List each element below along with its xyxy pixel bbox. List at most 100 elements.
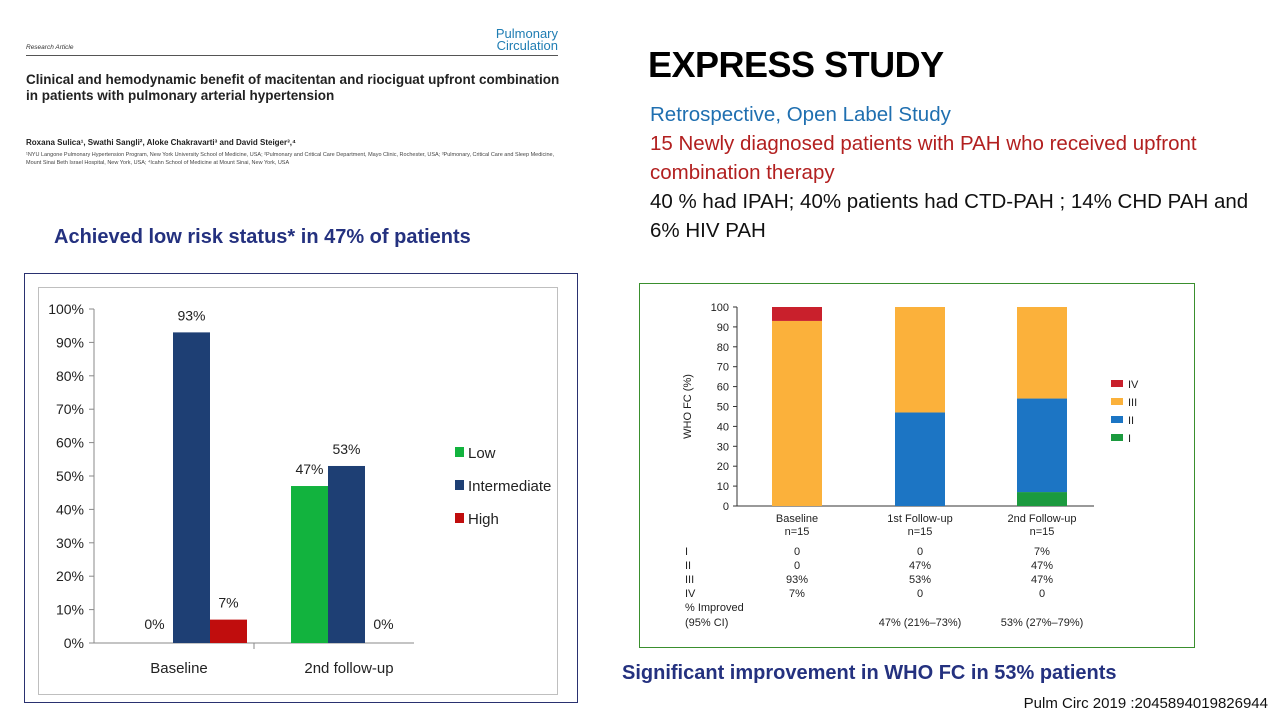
y-axis-title: WHO FC (%) xyxy=(682,374,694,439)
legend-swatch-fc-iii xyxy=(1111,398,1123,405)
header-divider xyxy=(26,55,558,56)
risk-chart-inner-frame xyxy=(38,287,558,695)
x-category-label: 1st Follow-up xyxy=(887,513,952,525)
legend-label-fc-iii: III xyxy=(1128,397,1137,409)
stack-seg-iv-0 xyxy=(772,307,822,321)
y-tick-label: 80% xyxy=(56,368,84,384)
y-tick-label: 20 xyxy=(717,461,729,473)
y-tick-label: 60 xyxy=(717,382,729,394)
table-row-label: % Improved xyxy=(685,602,744,614)
y-tick-label: 100% xyxy=(48,301,84,317)
journal-name-line1: Pulmonary xyxy=(495,26,558,41)
table-cell: 53% (27%–79%) xyxy=(1001,617,1084,629)
x-category-label: Baseline xyxy=(150,660,208,677)
study-info: Retrospective, Open Label Study 15 Newly… xyxy=(650,100,1250,245)
y-tick-label: 20% xyxy=(56,568,84,584)
risk-chart-frame xyxy=(24,273,578,703)
legend-swatch-low xyxy=(455,447,464,457)
stack-seg-ii-1 xyxy=(895,412,945,506)
left-chart-heading: Achieved low risk status* in 47% of pati… xyxy=(54,226,471,248)
table-cell: 47% xyxy=(1031,560,1053,572)
stack-seg-i-2 xyxy=(1017,492,1067,506)
x-category-label: Baseline xyxy=(776,513,818,525)
legend-swatch-fc-iv xyxy=(1111,380,1123,387)
legend-label-intermediate: Intermediate xyxy=(468,478,551,495)
data-label: 0% xyxy=(373,616,393,632)
y-tick-label: 100 xyxy=(711,302,729,314)
y-tick-label: 30% xyxy=(56,535,84,551)
x-category-label: 2nd Follow-up xyxy=(1007,513,1076,525)
data-label: 93% xyxy=(177,307,205,323)
table-cell: 0 xyxy=(794,560,800,572)
journal-name-line2: Circulation xyxy=(496,38,558,53)
stack-seg-iii-1 xyxy=(895,307,945,413)
stack-seg-iii-2 xyxy=(1017,307,1067,399)
stack-seg-iii-0 xyxy=(772,320,822,506)
table-row-label: I xyxy=(685,546,688,558)
y-tick-label: 70 xyxy=(717,362,729,374)
table-row-label: III xyxy=(685,574,694,586)
table-cell: 47% xyxy=(1031,574,1053,586)
data-label: 53% xyxy=(332,441,360,457)
y-tick-label: 50 xyxy=(717,402,729,414)
x-category-n: n=15 xyxy=(785,526,810,538)
legend-swatch-intermediate xyxy=(455,480,464,490)
stack-seg-ii-2 xyxy=(1017,398,1067,493)
y-tick-label: 0% xyxy=(64,635,84,651)
y-tick-label: 70% xyxy=(56,401,84,417)
y-tick-label: 80 xyxy=(717,342,729,354)
table-cell: 0 xyxy=(917,546,923,558)
x-category-n: n=15 xyxy=(908,526,933,538)
article-affiliations: ¹NYU Langone Pulmonary Hypertension Prog… xyxy=(26,152,555,166)
y-tick-label: 90 xyxy=(717,322,729,334)
article-title: Clinical and hemodynamic benefit of maci… xyxy=(26,72,560,103)
table-cell: 0 xyxy=(794,546,800,558)
legend-label-low: Low xyxy=(468,445,496,462)
y-tick-label: 30 xyxy=(717,441,729,453)
article-authors: Roxana Sulica¹, Swathi Sangli², Aloke Ch… xyxy=(26,138,296,147)
y-tick-label: 0 xyxy=(723,501,729,513)
legend-swatch-high xyxy=(455,513,464,523)
fc-chart-frame xyxy=(639,283,1195,648)
y-tick-label: 50% xyxy=(56,468,84,484)
study-title: EXPRESS STUDY xyxy=(648,44,944,85)
x-category-n: n=15 xyxy=(1030,526,1055,538)
y-tick-label: 40% xyxy=(56,501,84,517)
legend-label-high: High xyxy=(468,511,499,528)
legend-label-fc-ii: II xyxy=(1128,415,1134,427)
data-label: 0% xyxy=(144,616,164,632)
table-cell: 7% xyxy=(1034,546,1050,558)
study-design: Retrospective, Open Label Study xyxy=(650,103,951,126)
table-cell: 47% xyxy=(909,560,931,572)
bar-intermediate-followup xyxy=(328,465,365,643)
data-label: 47% xyxy=(295,461,323,477)
table-row-label: IV xyxy=(685,588,696,600)
y-tick-label: 40 xyxy=(717,421,729,433)
table-cell: 7% xyxy=(789,588,805,600)
y-tick-label: 10 xyxy=(717,481,729,493)
right-chart-heading: Significant improvement in WHO FC in 53%… xyxy=(622,662,1117,684)
citation: Pulm Circ 2019 :2045894019826944 xyxy=(1023,695,1268,712)
table-cell: 0 xyxy=(1039,588,1045,600)
table-row-label: II xyxy=(685,560,691,572)
y-tick-label: 10% xyxy=(56,602,84,618)
table-cell: 53% xyxy=(909,574,931,586)
table-row-label: (95% CI) xyxy=(685,617,728,629)
journal-name: Pulmonary Circulation xyxy=(495,26,558,53)
article-header: Pulmonary Circulation Research Article C… xyxy=(26,26,566,178)
bar-high-baseline xyxy=(210,619,247,643)
bar-intermediate-baseline xyxy=(173,332,210,643)
data-label: 7% xyxy=(218,595,238,611)
y-tick-label: 90% xyxy=(56,334,84,350)
research-type: Research Article xyxy=(26,44,74,51)
risk-status-chart: 0% 10% 20% 30% 40% 50% 60% 70% 80% 90% 100% 0% 93% 7%… xyxy=(48,301,551,677)
table-cell: 0 xyxy=(917,588,923,600)
y-tick-label: 60% xyxy=(56,435,84,451)
legend-swatch-fc-i xyxy=(1111,434,1123,441)
legend-swatch-fc-ii xyxy=(1111,416,1123,423)
table-cell: 93% xyxy=(786,574,808,586)
legend-label-fc-iv: IV xyxy=(1128,379,1139,391)
x-category-label: 2nd follow-up xyxy=(304,660,393,677)
study-etiology: 40 % had IPAH; 40% patients had CTD-PAH … xyxy=(650,190,1249,242)
who-fc-chart: 0 10 20 30 40 50 60 70 80 90 100 WHO FC (%) Baseline… xyxy=(682,302,1139,629)
